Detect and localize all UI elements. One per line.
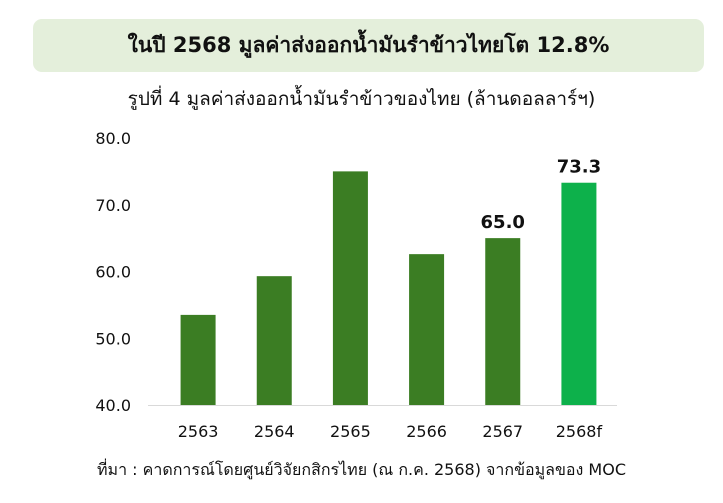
x-tick-label: 2566 <box>406 422 447 441</box>
bar-2564 <box>256 276 292 405</box>
y-tick-label: 70.0 <box>95 196 131 215</box>
source-note: ที่มา : คาดการณ์โดยศูนย์วิจัยกสิกรไทย (ณ… <box>96 460 626 479</box>
data-label: 73.3 <box>557 157 601 178</box>
bar-2567 <box>485 238 521 405</box>
y-tick-label: 40.0 <box>95 396 131 415</box>
y-tick-label: 60.0 <box>95 263 131 282</box>
bar-2563 <box>180 314 216 405</box>
bar-2566 <box>409 254 445 405</box>
y-tick-label: 50.0 <box>95 329 131 348</box>
x-tick-label: 2568f <box>556 422 603 441</box>
x-tick-label: 2563 <box>178 422 219 441</box>
headline-banner: ในปี 2568 มูลค่าส่งออกน้ำมันรำข้าวไทยโต … <box>33 19 704 72</box>
headline-text: ในปี 2568 มูลค่าส่งออกน้ำมันรำข้าวไทยโต … <box>127 33 610 57</box>
x-tick-label: 2565 <box>330 422 371 441</box>
y-tick-label: 80.0 <box>95 129 131 148</box>
chart-title: รูปที่ 4 มูลค่าส่งออกน้ำมันรำข้าวของไทย … <box>127 88 596 110</box>
bar-2568f <box>561 182 597 405</box>
bar-2565 <box>332 171 368 405</box>
x-tick-label: 2564 <box>254 422 295 441</box>
data-label: 65.0 <box>481 212 525 233</box>
x-tick-label: 2567 <box>482 422 523 441</box>
